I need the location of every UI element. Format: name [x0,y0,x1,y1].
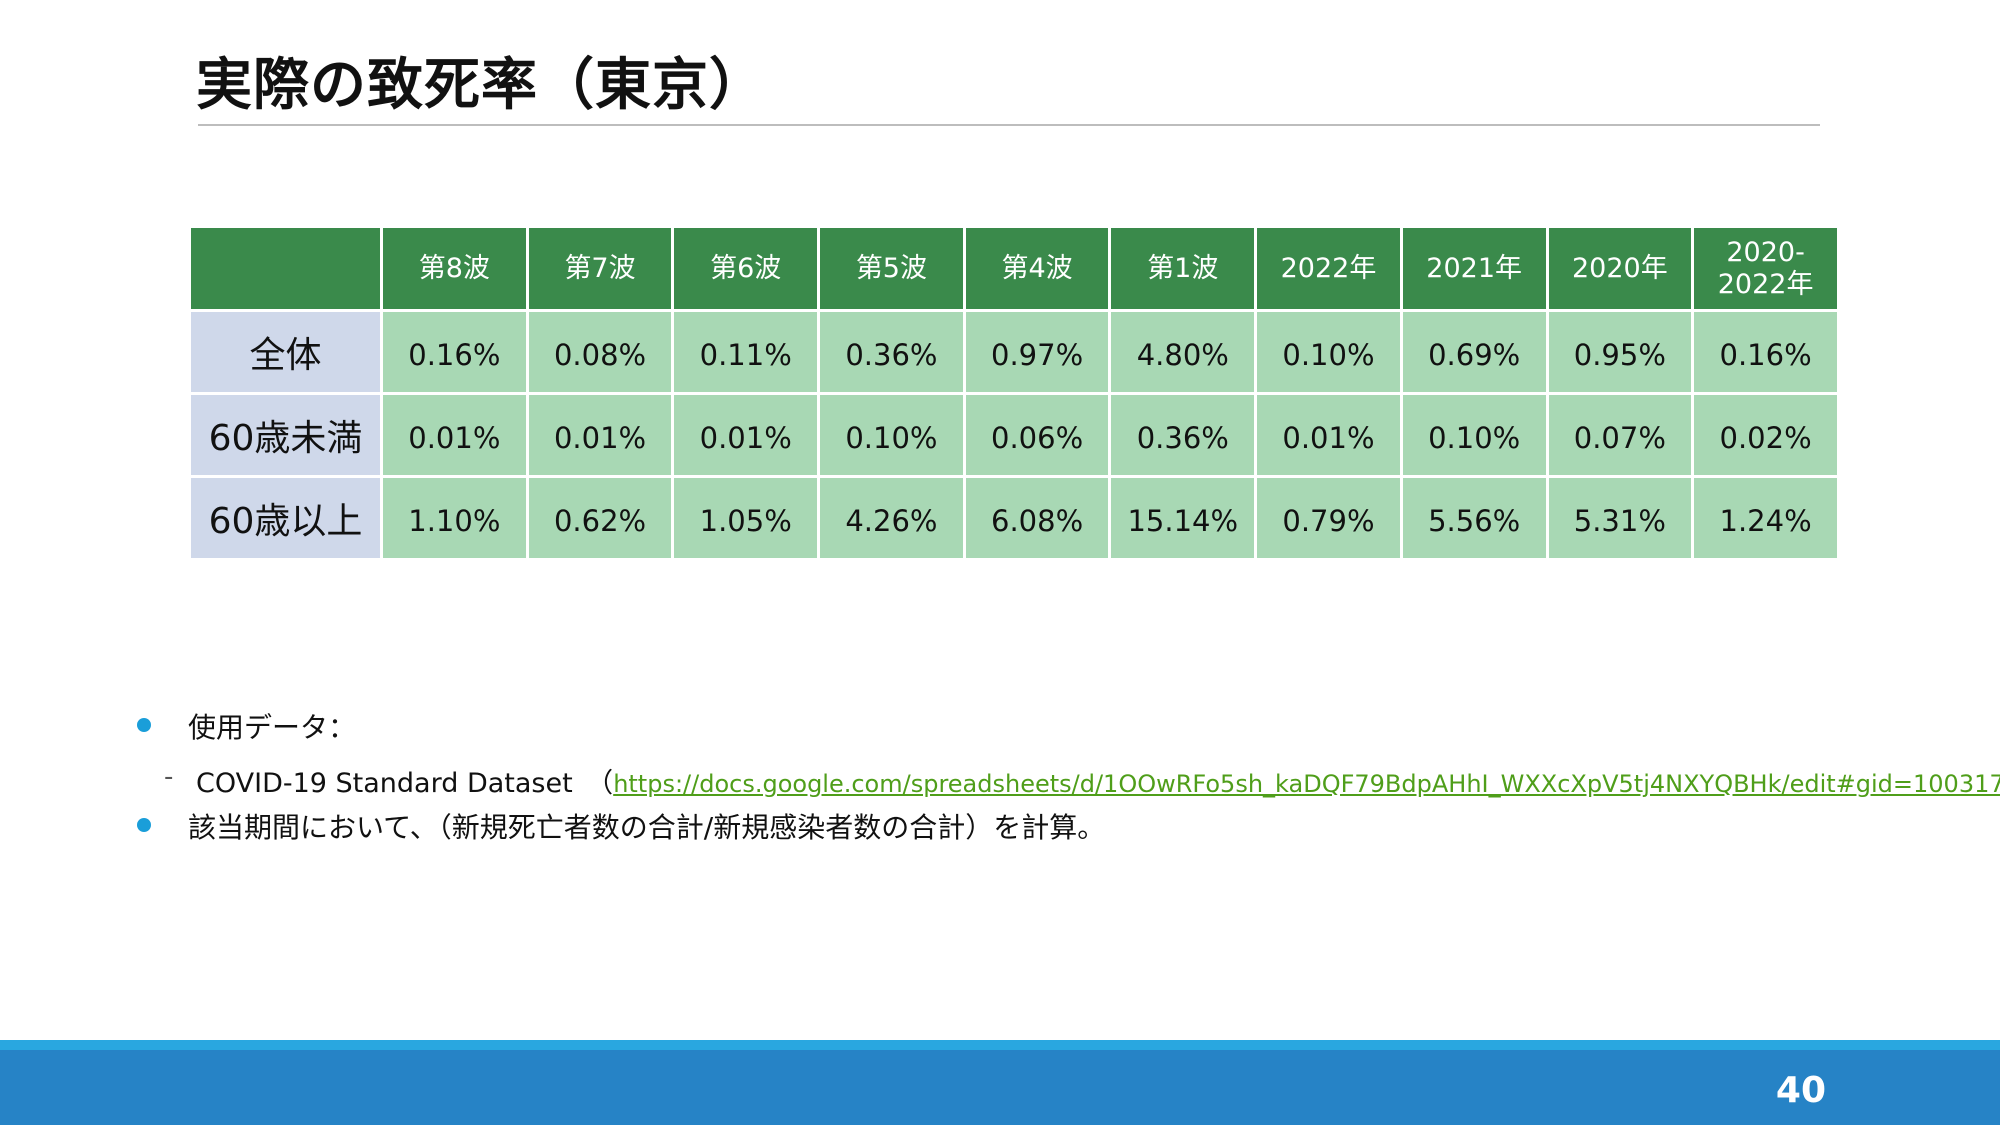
table-cell: 0.10% [1254,309,1403,395]
table-cell: 0.16% [380,309,529,395]
table-cell: 0.08% [525,309,675,395]
table-cell: 0.36% [1108,392,1258,478]
fatality-rate-table: 第8波 第7波 第6波 第5波 第4波 第1波 2022年 2021年 2020… [188,225,1840,561]
table-header-cell: 第6波 [671,225,821,312]
table-cell: 0.01% [525,392,675,478]
sub-bullet-dash: - [164,762,174,792]
table-cell: 0.07% [1545,392,1695,478]
row-label: 60歳未満 [188,392,383,478]
table-cell: 0.16% [1691,309,1840,395]
table-row: 60歳未満 0.01% 0.01% 0.01% 0.10% 0.06% 0.36… [188,392,1840,478]
table-row: 60歳以上 1.10% 0.62% 1.05% 4.26% 6.08% 15.1… [188,475,1840,561]
table-cell: 0.02% [1691,392,1840,478]
table-header-cell: 2021年 [1399,225,1549,312]
table-cell: 5.56% [1399,475,1549,561]
dataset-citation: COVID-19 Standard Dataset （https://docs.… [196,761,2000,800]
table-cell: 1.05% [671,475,821,561]
table-cell: 5.31% [1545,475,1695,561]
table-header-cell: 第1波 [1108,225,1258,312]
table-cell: 0.01% [380,392,529,478]
row-label: 60歳以上 [188,475,383,561]
table-cell: 0.97% [962,309,1112,395]
table-cell: 0.62% [525,475,675,561]
dataset-link[interactable]: https://docs.google.com/spreadsheets/d/1… [613,770,2000,798]
table-cell: 1.10% [380,475,529,561]
table-cell: 0.10% [817,392,966,478]
table-cell: 0.95% [1545,309,1695,395]
note-calculation: 該当期間において、（新規死亡者数の合計/新規感染者数の合計）を計算。 [188,811,1106,844]
table-cell: 0.36% [817,309,966,395]
table-cell: 15.14% [1108,475,1258,561]
table-header-cell: 2020年 [1545,225,1695,312]
table-header-cell: 第7波 [525,225,675,312]
dataset-name: COVID-19 Standard Dataset （ [196,768,614,799]
table-cell: 0.01% [671,392,821,478]
slide-title: 実際の致死率（東京） [196,53,766,118]
table-row: 全体 0.16% 0.08% 0.11% 0.36% 0.97% 4.80% 0… [188,309,1840,395]
table-header-cell: 2020- 2022年 [1691,225,1840,312]
footer-bar [0,1050,2000,1125]
table-cell: 0.10% [1399,392,1549,478]
footer-accent-line [0,1040,2000,1050]
table-cell: 0.06% [962,392,1112,478]
bullet-dot-icon [137,818,151,832]
note-data-source: 使用データ： [188,711,357,744]
table-header-cell: 2022年 [1254,225,1403,312]
table-cell: 0.01% [1254,392,1403,478]
table-header-cell: 第8波 [380,225,529,312]
table-cell: 1.24% [1691,475,1840,561]
bullet-dot-icon [137,718,151,732]
table-header-corner [188,225,383,312]
table-cell: 4.26% [817,475,966,561]
page-number: 40 [1775,1070,1826,1111]
table-cell: 4.80% [1108,309,1258,395]
table-cell: 0.69% [1399,309,1549,395]
table-header-cell: 第5波 [817,225,966,312]
table-cell: 6.08% [962,475,1112,561]
table-header-row: 第8波 第7波 第6波 第5波 第4波 第1波 2022年 2021年 2020… [188,225,1840,312]
title-divider [198,124,1820,126]
table-cell: 0.11% [671,309,821,395]
row-label: 全体 [188,309,383,395]
table-header-cell: 第4波 [962,225,1112,312]
table-cell: 0.79% [1254,475,1403,561]
